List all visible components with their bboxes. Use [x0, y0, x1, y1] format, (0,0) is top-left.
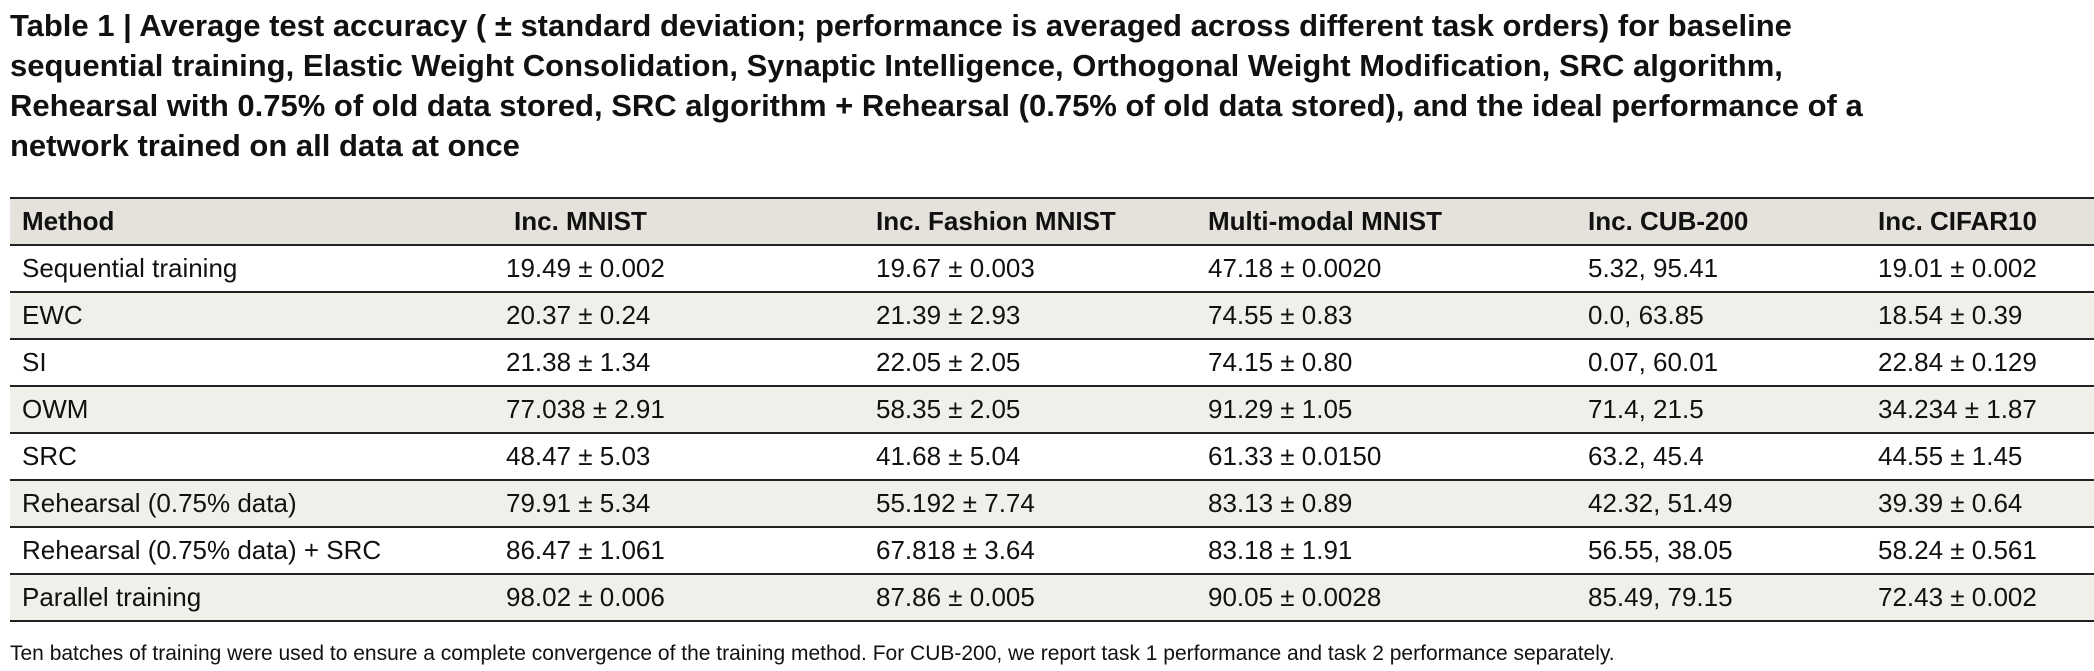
header-multi-modal-mnist: Multi-modal MNIST [1150, 197, 1520, 246]
cell-inc-cub-200: 56.55, 38.05 [1520, 527, 1820, 575]
cell-inc-cifar10: 18.54 ± 0.39 [1820, 292, 2094, 340]
cell-inc-mnist: 19.49 ± 0.002 [490, 245, 780, 293]
cell-multi-modal-mnist: 91.29 ± 1.05 [1150, 386, 1520, 434]
cell-inc-fashion-mnist: 22.05 ± 2.05 [780, 339, 1150, 387]
caption-line: Rehearsal with 0.75% of old data stored,… [10, 88, 1863, 123]
cell-multi-modal-mnist: 47.18 ± 0.0020 [1150, 245, 1520, 293]
table-row: Parallel training 98.02 ± 0.006 87.86 ± 0.… [10, 574, 2094, 622]
cell-method: Parallel training [10, 574, 490, 622]
cell-inc-cub-200: 42.32, 51.49 [1520, 480, 1820, 528]
table-footnote: Ten batches of training were used to ens… [10, 642, 1615, 665]
table-header-row: Method Inc. MNIST Inc. Fashion MNIST Mul… [10, 197, 2094, 246]
cell-inc-fashion-mnist: 87.86 ± 0.005 [780, 574, 1150, 622]
cell-inc-cub-200: 5.32, 95.41 [1520, 245, 1820, 293]
cell-inc-fashion-mnist: 19.67 ± 0.003 [780, 245, 1150, 293]
header-method: Method [10, 197, 490, 246]
table-row: SRC 48.47 ± 5.03 41.68 ± 5.04 61.33 ± 0.015… [10, 433, 2094, 481]
table-row: OWM 77.038 ± 2.91 58.35 ± 2.05 91.29 ± 1.05… [10, 386, 2094, 434]
cell-multi-modal-mnist: 83.18 ± 1.91 [1150, 527, 1520, 575]
caption-line: sequential training, Elastic Weight Cons… [10, 48, 1783, 83]
cell-inc-mnist: 79.91 ± 5.34 [490, 480, 780, 528]
results-table: Method Inc. MNIST Inc. Fashion MNIST Mul… [10, 197, 2094, 622]
cell-inc-mnist: 98.02 ± 0.006 [490, 574, 780, 622]
table-body: Sequential training 19.49 ± 0.002 19.67 ± … [10, 245, 2094, 622]
cell-multi-modal-mnist: 83.13 ± 0.89 [1150, 480, 1520, 528]
cell-multi-modal-mnist: 90.05 ± 0.0028 [1150, 574, 1520, 622]
cell-multi-modal-mnist: 74.15 ± 0.80 [1150, 339, 1520, 387]
cell-multi-modal-mnist: 74.55 ± 0.83 [1150, 292, 1520, 340]
header-inc-cub-200: Inc. CUB-200 [1520, 197, 1820, 246]
cell-inc-cub-200: 71.4, 21.5 [1520, 386, 1820, 434]
caption-line: Table 1 | Average test accuracy ( ± stan… [10, 8, 1792, 43]
cell-inc-mnist: 77.038 ± 2.91 [490, 386, 780, 434]
cell-inc-cifar10: 19.01 ± 0.002 [1820, 245, 2094, 293]
cell-method: Rehearsal (0.75% data) + SRC [10, 527, 490, 575]
table-row: Rehearsal (0.75% data) + SRC 86.47 ± 1.06… [10, 527, 2094, 575]
caption-line: network trained on all data at once [10, 128, 520, 163]
header-inc-mnist: Inc. MNIST [490, 197, 780, 246]
cell-inc-cifar10: 22.84 ± 0.129 [1820, 339, 2094, 387]
cell-inc-fashion-mnist: 21.39 ± 2.93 [780, 292, 1150, 340]
cell-inc-cub-200: 0.0, 63.85 [1520, 292, 1820, 340]
table-row: Rehearsal (0.75% data) 79.91 ± 5.34 55.192… [10, 480, 2094, 528]
cell-inc-cub-200: 85.49, 79.15 [1520, 574, 1820, 622]
cell-method: OWM [10, 386, 490, 434]
cell-inc-cifar10: 72.43 ± 0.002 [1820, 574, 2094, 622]
cell-inc-cifar10: 39.39 ± 0.64 [1820, 480, 2094, 528]
table-row: SI 21.38 ± 1.34 22.05 ± 2.05 74.15 ± 0.80 0.… [10, 339, 2094, 387]
cell-inc-cub-200: 63.2, 45.4 [1520, 433, 1820, 481]
cell-multi-modal-mnist: 61.33 ± 0.0150 [1150, 433, 1520, 481]
cell-inc-cub-200: 0.07, 60.01 [1520, 339, 1820, 387]
cell-inc-fashion-mnist: 58.35 ± 2.05 [780, 386, 1150, 434]
cell-inc-cifar10: 58.24 ± 0.561 [1820, 527, 2094, 575]
cell-method: SRC [10, 433, 490, 481]
cell-method: Sequential training [10, 245, 490, 293]
table-row: Sequential training 19.49 ± 0.002 19.67 ± … [10, 245, 2094, 293]
header-inc-fashion-mnist: Inc. Fashion MNIST [780, 197, 1150, 246]
cell-method: SI [10, 339, 490, 387]
cell-method: EWC [10, 292, 490, 340]
cell-inc-cifar10: 44.55 ± 1.45 [1820, 433, 2094, 481]
table-row: EWC 20.37 ± 0.24 21.39 ± 2.93 74.55 ± 0.83 0… [10, 292, 2094, 340]
table-caption: Table 1 | Average test accuracy ( ± stan… [10, 6, 2094, 166]
header-inc-cifar10: Inc. CIFAR10 [1820, 197, 2094, 246]
cell-inc-fashion-mnist: 67.818 ± 3.64 [780, 527, 1150, 575]
cell-inc-fashion-mnist: 41.68 ± 5.04 [780, 433, 1150, 481]
cell-method: Rehearsal (0.75% data) [10, 480, 490, 528]
cell-inc-fashion-mnist: 55.192 ± 7.74 [780, 480, 1150, 528]
cell-inc-mnist: 86.47 ± 1.061 [490, 527, 780, 575]
cell-inc-mnist: 21.38 ± 1.34 [490, 339, 780, 387]
cell-inc-mnist: 20.37 ± 0.24 [490, 292, 780, 340]
cell-inc-mnist: 48.47 ± 5.03 [490, 433, 780, 481]
cell-inc-cifar10: 34.234 ± 1.87 [1820, 386, 2094, 434]
results-table-container: Method Inc. MNIST Inc. Fashion MNIST Mul… [10, 197, 2094, 622]
